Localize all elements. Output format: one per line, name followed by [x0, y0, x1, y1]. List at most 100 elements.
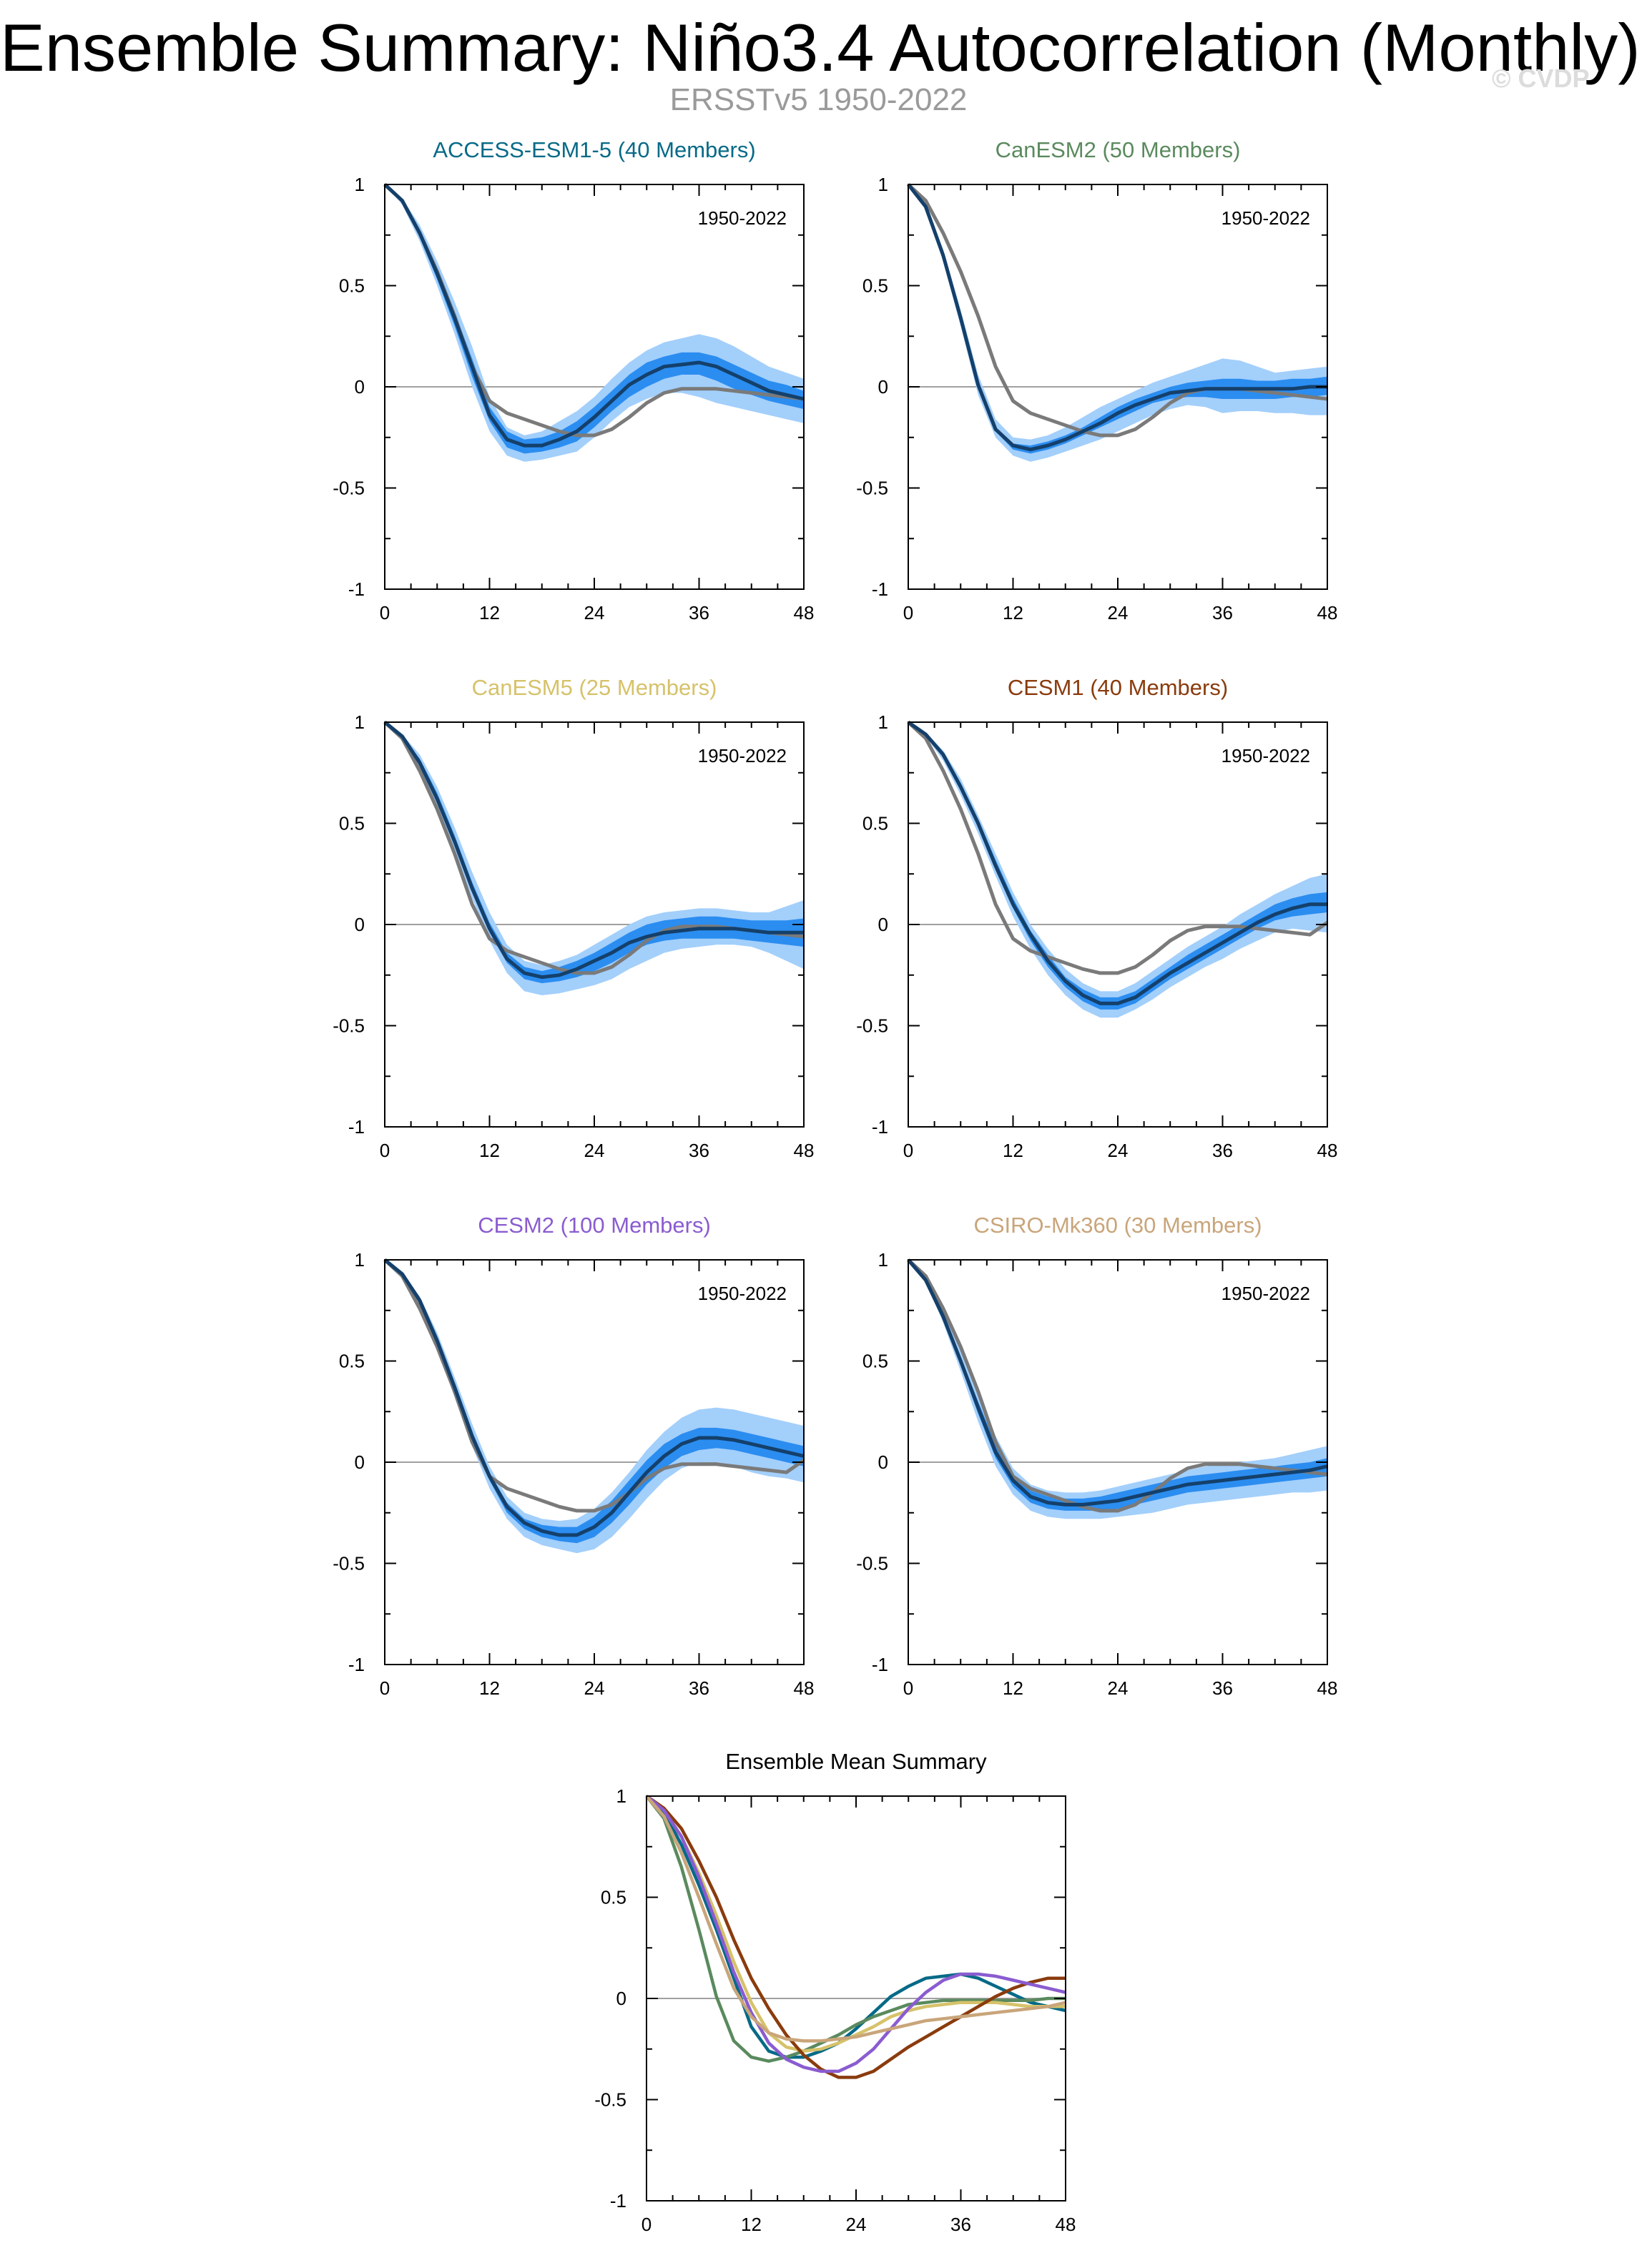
x-tick-label: 36	[950, 2214, 971, 2235]
observed-line	[907, 1258, 1328, 1513]
x-tick-label: 48	[1056, 2214, 1076, 2235]
y-tick-label: 1	[878, 711, 888, 733]
x-tick-label: 36	[1212, 602, 1233, 623]
y-tick-label: -1	[872, 1116, 888, 1138]
y-tick-label: 0.5	[339, 813, 365, 834]
x-tick-label: 24	[1108, 1140, 1129, 1161]
x-tick-label: 24	[1108, 1677, 1129, 1699]
x-tick-label: 48	[794, 1140, 815, 1161]
y-tick-label: 0	[355, 1451, 365, 1473]
observed-line	[907, 721, 1329, 975]
x-tick-label: 12	[1003, 1677, 1023, 1699]
x-tick-label: 0	[903, 602, 913, 623]
y-tick-label: 0	[355, 914, 365, 935]
y-tick-label: -1	[872, 578, 888, 600]
figure-title: Ensemble Summary: Niño3.4 Autocorrelatio…	[0, 10, 1637, 85]
x-tick-label: 0	[903, 1140, 913, 1161]
ensemble-mean-line	[907, 720, 1327, 1005]
y-tick-label: 1	[355, 174, 365, 195]
x-tick-label: 12	[1003, 1140, 1023, 1161]
panel-5: CESM2 (100 Members) 0 12 24 36 48 -1 -0.5 0 0.5 1 1…	[333, 1213, 814, 1699]
x-tick-label: 0	[380, 1140, 390, 1161]
panel-1: ACCESS-ESM1-5 (40 Members) 0 12 24 36 48 -1 -0.…	[333, 137, 814, 623]
panel-title: CESM1 (40 Members)	[1008, 675, 1228, 700]
x-tick-label: 12	[479, 602, 500, 623]
inner-spread-band	[908, 722, 1327, 1010]
y-tick-label: 0	[878, 376, 888, 398]
x-tick-label: 48	[794, 1677, 815, 1699]
ensemble-mean-line	[383, 721, 804, 980]
model-mean-line-2	[645, 1795, 1066, 2063]
y-tick-label: -1	[348, 578, 365, 600]
y-tick-label: 1	[355, 1249, 365, 1271]
y-tick-label: -1	[610, 2190, 626, 2212]
y-tick-label: 1	[355, 711, 365, 733]
x-tick-label: 36	[1212, 1140, 1233, 1161]
y-tick-label: -0.5	[333, 478, 365, 499]
model-mean-line-4	[645, 1795, 1066, 2079]
y-tick-label: -1	[872, 1654, 888, 1675]
x-tick-label: 24	[846, 2214, 867, 2235]
x-tick-label: 0	[380, 1677, 390, 1699]
y-tick-label: 0.5	[339, 275, 365, 297]
y-tick-label: 0.5	[339, 1351, 365, 1372]
ensemble-mean-line	[383, 1258, 805, 1537]
x-tick-label: 48	[1317, 1677, 1338, 1699]
y-tick-label: -0.5	[856, 1553, 888, 1574]
y-tick-label: 0	[878, 1451, 888, 1473]
period-label: 1950-2022	[698, 207, 787, 229]
panel-6: CSIRO-Mk360 (30 Members) 0 12 24 36 48 -1 -0.5 0…	[856, 1213, 1337, 1699]
x-tick-label: 0	[641, 2214, 652, 2235]
period-label: 1950-2022	[698, 745, 787, 766]
period-label: 1950-2022	[1221, 1283, 1310, 1304]
x-tick-label: 24	[584, 602, 605, 623]
panel-title: CESM2 (100 Members)	[478, 1213, 711, 1238]
y-tick-label: 1	[878, 1249, 888, 1271]
x-tick-label: 12	[741, 2214, 762, 2235]
model-mean-line-3	[645, 1795, 1066, 2053]
model-mean-line-5	[645, 1795, 1066, 2074]
x-tick-label: 36	[689, 602, 709, 623]
panel-2: CanESM2 (50 Members) 0 12 24 36 48 -1 -0.5 0 0.5 1…	[856, 137, 1337, 623]
y-tick-label: -1	[348, 1654, 365, 1675]
y-tick-label: 0	[355, 376, 365, 398]
y-tick-label: -0.5	[856, 478, 888, 499]
x-tick-label: 24	[1108, 602, 1129, 623]
panel-4: CESM1 (40 Members) 0 12 24 36 48 -1 -0.5 0 0.5 1 19…	[856, 675, 1337, 1161]
x-tick-label: 0	[903, 1677, 913, 1699]
x-tick-label: 12	[479, 1140, 500, 1161]
x-tick-label: 48	[1317, 602, 1338, 623]
x-tick-label: 12	[1003, 602, 1023, 623]
observed-line	[907, 183, 1328, 438]
ensemble-mean-line	[907, 1258, 1328, 1507]
y-tick-label: -0.5	[333, 1553, 365, 1574]
y-tick-label: -0.5	[333, 1015, 365, 1037]
y-tick-label: 1	[878, 174, 888, 195]
y-tick-label: 0.5	[601, 1887, 626, 1908]
period-label: 1950-2022	[698, 1283, 787, 1304]
y-tick-label: 0.5	[862, 275, 888, 297]
x-tick-label: 0	[380, 602, 390, 623]
ensemble-mean-line	[383, 183, 805, 448]
y-tick-label: -0.5	[594, 2089, 626, 2111]
x-tick-label: 36	[689, 1677, 709, 1699]
x-tick-label: 24	[584, 1140, 605, 1161]
inner-spread-band	[908, 184, 1327, 454]
panel-title: Ensemble Mean Summary	[725, 1749, 987, 1774]
panel-7: Ensemble Mean Summary 0 12 24 36 48 -1 -0.5 0 0.5…	[594, 1749, 1076, 2235]
model-mean-line-1	[645, 1795, 1066, 2059]
model-mean-line-6	[645, 1795, 1066, 2043]
x-tick-label: 12	[479, 1677, 500, 1699]
outer-spread-band	[385, 184, 804, 462]
y-tick-label: 0.5	[862, 1351, 888, 1372]
figure-subtitle: ERSSTv5 1950-2022	[669, 82, 968, 117]
panel-3: CanESM5 (25 Members) 0 12 24 36 48 -1 -0.5 0 0.5 1…	[333, 675, 814, 1161]
y-tick-label: 0.5	[862, 813, 888, 834]
outer-spread-band	[908, 1260, 1327, 1519]
y-tick-label: -0.5	[856, 1015, 888, 1037]
y-tick-label: 0	[616, 1988, 626, 2009]
panel-title: CanESM2 (50 Members)	[996, 137, 1241, 162]
watermark-label: © CVDP	[1492, 64, 1590, 93]
period-label: 1950-2022	[1221, 207, 1310, 229]
